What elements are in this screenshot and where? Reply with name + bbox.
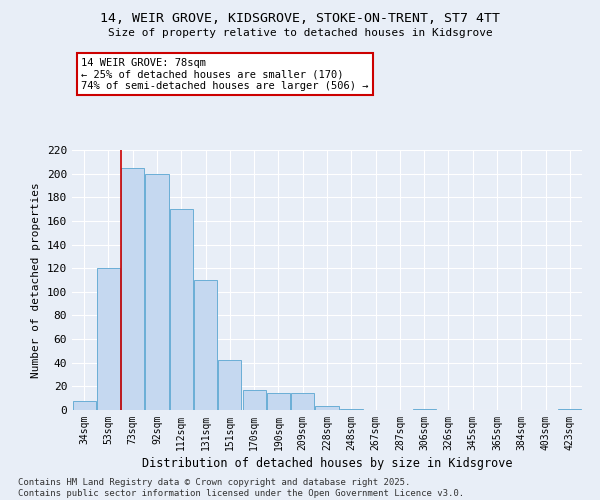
Bar [559, 409, 581, 410]
Text: 14, WEIR GROVE, KIDSGROVE, STOKE-ON-TRENT, ST7 4TT: 14, WEIR GROVE, KIDSGROVE, STOKE-ON-TREN… [100, 12, 500, 26]
Bar [145, 174, 169, 410]
Bar [291, 394, 314, 410]
Bar [316, 406, 338, 410]
Text: 14 WEIR GROVE: 78sqm
← 25% of detached houses are smaller (170)
74% of semi-deta: 14 WEIR GROVE: 78sqm ← 25% of detached h… [81, 58, 368, 90]
Bar [413, 409, 436, 410]
Text: Size of property relative to detached houses in Kidsgrove: Size of property relative to detached ho… [107, 28, 493, 38]
Bar [170, 209, 193, 410]
Bar [97, 268, 120, 410]
Bar [73, 400, 95, 410]
Bar [340, 409, 363, 410]
Y-axis label: Number of detached properties: Number of detached properties [31, 182, 41, 378]
Bar [267, 394, 290, 410]
Bar [121, 168, 144, 410]
X-axis label: Distribution of detached houses by size in Kidsgrove: Distribution of detached houses by size … [142, 457, 512, 470]
Bar [218, 360, 241, 410]
Bar [242, 390, 266, 410]
Bar [194, 280, 217, 410]
Text: Contains HM Land Registry data © Crown copyright and database right 2025.
Contai: Contains HM Land Registry data © Crown c… [18, 478, 464, 498]
